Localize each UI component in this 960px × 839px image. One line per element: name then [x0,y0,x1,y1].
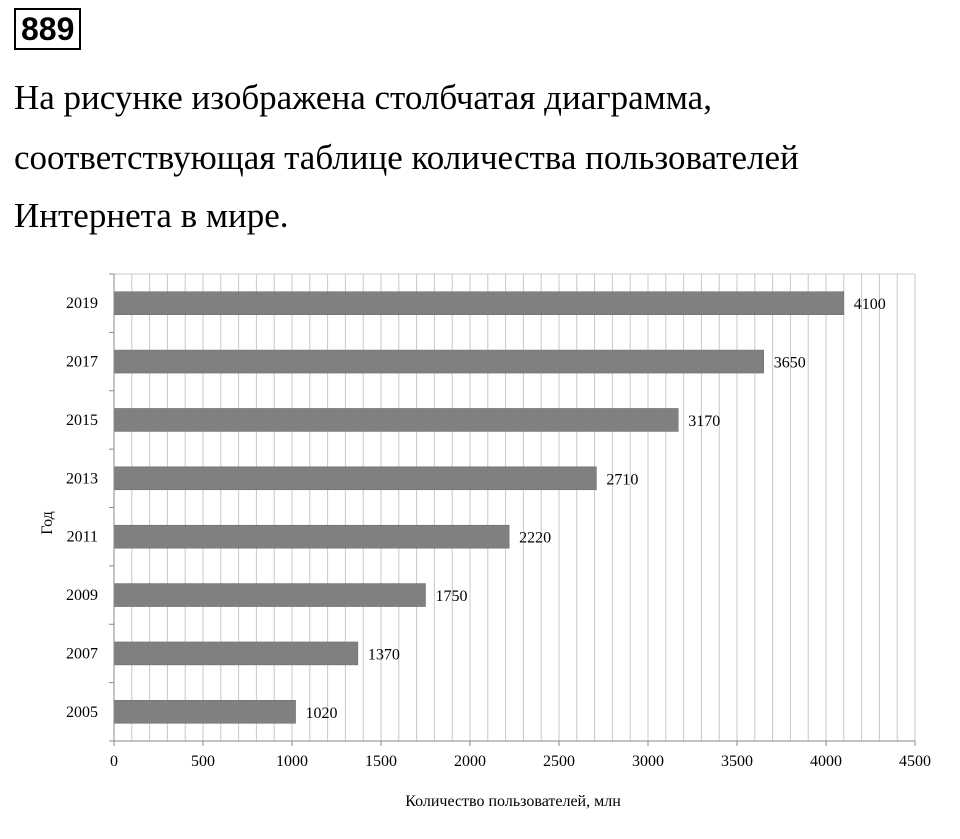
chart-bars: 1020 1370 1750 2220 2710 3170 3650 4100 [113,291,886,724]
y-axis-title: Год [39,511,56,535]
bar-2017 [113,349,764,374]
y-tick-label: 2015 [66,412,98,429]
bar-2019 [113,291,845,315]
x-tick-label: 1500 [365,753,397,770]
problem-number: 889 [14,8,82,50]
x-tick-label: 2000 [454,753,486,770]
x-tick-label: 4000 [810,753,842,770]
data-label-2017: 3650 [774,355,806,372]
x-tick-label: 0 [110,753,118,770]
y-tick-label: 2017 [66,354,98,371]
data-label-2005: 1020 [306,705,338,722]
data-label-2013: 2710 [606,471,638,488]
y-tick-label: 2011 [67,529,98,546]
data-label-2015: 3170 [688,413,720,430]
bar-2009 [113,583,426,607]
problem-text-line-3: Интернета в мире. [14,196,289,235]
x-tick-label: 3500 [721,753,753,770]
data-label-2009: 1750 [436,588,468,605]
y-tick-label: 2007 [66,645,98,662]
y-tick-label: 2005 [66,704,98,721]
x-tick-label: 3000 [632,753,664,770]
problem-text-line-2: соответствующая таблице количества польз… [14,138,799,177]
bar-2015 [113,408,679,432]
bar-2007 [113,641,359,666]
problem-text-line-1: На рисунке изображена столбчатая диаграм… [14,78,712,117]
y-tick-label: 2009 [66,587,98,604]
bar-2013 [113,466,597,491]
chart-grid [113,273,916,741]
bar-2005 [113,700,296,724]
x-tick-label: 4500 [899,753,931,770]
data-label-2019: 4100 [854,296,886,313]
chart-axes: 0 500 1000 1500 2000 2500 3000 3500 4000 4500 2005… [66,273,931,770]
x-tick-label: 1000 [276,753,308,770]
data-label-2011: 2220 [519,530,551,547]
bar-chart: 1020 1370 1750 2220 2710 3170 3650 4100 0 500 100… [39,273,931,810]
data-label-2007: 1370 [368,646,400,663]
x-tick-label: 500 [191,753,215,770]
x-axis-title: Количество пользователей, млн [405,793,621,810]
y-tick-label: 2019 [66,295,98,312]
x-tick-label: 2500 [543,753,575,770]
bar-2011 [113,524,510,549]
y-tick-label: 2013 [66,470,98,487]
